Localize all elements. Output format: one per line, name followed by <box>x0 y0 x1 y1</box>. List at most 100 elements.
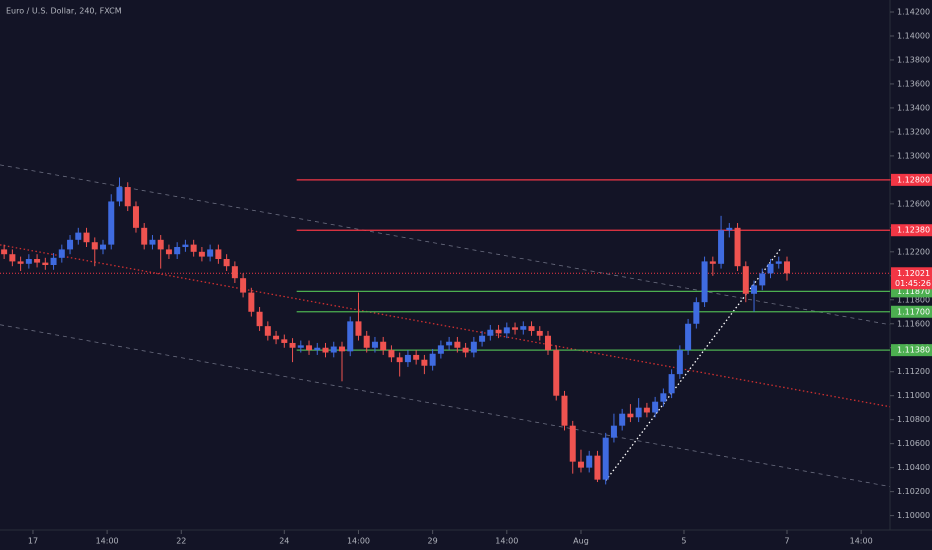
candle-body <box>652 401 659 413</box>
candle-body <box>495 329 502 334</box>
trend-line <box>0 324 891 487</box>
candle-body <box>437 345 444 354</box>
level-tag-label: 1.11700 <box>897 307 930 316</box>
candle-body <box>569 425 576 462</box>
candle-body <box>775 261 782 264</box>
y-tick-label: 1.11000 <box>897 391 930 400</box>
candle-body <box>330 346 337 353</box>
candle-body <box>421 359 428 366</box>
level-tag <box>891 344 932 357</box>
candle-body <box>685 323 692 351</box>
candle-body <box>34 259 41 263</box>
level-tag-label: 1.12380 <box>897 226 930 235</box>
candle-body <box>363 335 370 348</box>
candle-body <box>610 425 617 438</box>
candle-body <box>240 278 247 293</box>
candle-body <box>627 413 634 418</box>
candle-body <box>91 242 98 250</box>
candle-body <box>701 261 708 303</box>
candle-body <box>190 244 197 252</box>
y-tick-label: 1.11600 <box>897 319 930 328</box>
candle-body <box>503 327 510 334</box>
candle-body <box>231 266 238 279</box>
candle-body <box>528 326 535 331</box>
candle-body <box>668 374 675 394</box>
candle-body <box>512 327 519 330</box>
candle-body <box>108 201 115 245</box>
candle-body <box>586 455 593 468</box>
level-tag <box>891 305 932 318</box>
y-tick-label: 1.13000 <box>897 151 930 160</box>
candle-body <box>165 249 172 255</box>
candle-body <box>734 227 741 267</box>
x-tick-label: 7 <box>784 537 789 546</box>
candle-body <box>388 350 395 358</box>
candle-body <box>660 393 667 402</box>
y-tick-label: 1.14200 <box>897 7 930 16</box>
candle-body <box>256 311 263 327</box>
candle-body <box>545 335 552 351</box>
current-price-tag <box>891 267 932 290</box>
candle-body <box>67 239 74 250</box>
candle-body <box>248 292 255 312</box>
current-price-label: 1.12021 <box>897 269 930 278</box>
y-tick-label: 1.10200 <box>897 487 930 496</box>
trend-line <box>0 244 891 408</box>
candle-body <box>561 395 568 426</box>
candle-body <box>116 187 123 202</box>
x-tick-label: 17 <box>28 537 38 546</box>
candle-body <box>767 263 774 274</box>
candle-body <box>479 335 486 342</box>
x-tick-label: 14:00 <box>96 537 119 546</box>
candle-body <box>83 232 90 243</box>
y-tick-label: 1.13200 <box>897 127 930 136</box>
level-tag <box>891 173 932 186</box>
x-tick-label: Aug <box>573 537 589 546</box>
x-tick-label: 14:00 <box>495 537 518 546</box>
candle-body <box>577 461 584 468</box>
candle-body <box>338 346 345 352</box>
x-tick-label: 24 <box>279 537 289 546</box>
y-tick-label: 1.14000 <box>897 31 930 40</box>
candle-body <box>223 259 230 267</box>
countdown-label: 01:45:26 <box>895 279 931 288</box>
candle-body <box>751 285 758 294</box>
candle-body <box>58 249 65 258</box>
candle-body <box>182 244 189 248</box>
y-tick-label: 1.11200 <box>897 367 930 376</box>
candle-body <box>454 341 461 348</box>
candle-body <box>289 342 296 348</box>
candle-body <box>207 249 214 257</box>
x-tick-label: 5 <box>681 537 686 546</box>
candle-body <box>322 347 329 353</box>
candle-body <box>314 347 321 351</box>
candle-body <box>157 239 164 250</box>
y-tick-label: 1.12200 <box>897 247 930 256</box>
level-tag-label: 1.11870 <box>897 287 930 296</box>
candle-body <box>50 257 57 265</box>
candle-body <box>487 329 494 336</box>
candle-body <box>264 326 271 336</box>
candle-body <box>124 187 131 207</box>
candle-body <box>215 249 222 260</box>
candle-body <box>602 437 609 480</box>
level-tag-label: 1.12800 <box>897 175 930 184</box>
x-tick-label: 29 <box>428 537 438 546</box>
candle-body <box>726 227 733 231</box>
chart-title: Euro / U.S. Dollar, 240, FXCM <box>6 7 122 16</box>
candle-body <box>709 261 716 264</box>
y-tick-label: 1.10600 <box>897 439 930 448</box>
candle-body <box>470 341 477 353</box>
candle-body <box>396 357 403 363</box>
y-tick-label: 1.13400 <box>897 103 930 112</box>
candle-body <box>25 259 32 264</box>
y-tick-label: 1.12600 <box>897 199 930 208</box>
candle-body <box>75 232 82 240</box>
x-tick-label: 14:00 <box>850 537 873 546</box>
candle-body <box>759 273 766 286</box>
y-tick-label: 1.11800 <box>897 295 930 304</box>
candle-body <box>429 353 436 366</box>
